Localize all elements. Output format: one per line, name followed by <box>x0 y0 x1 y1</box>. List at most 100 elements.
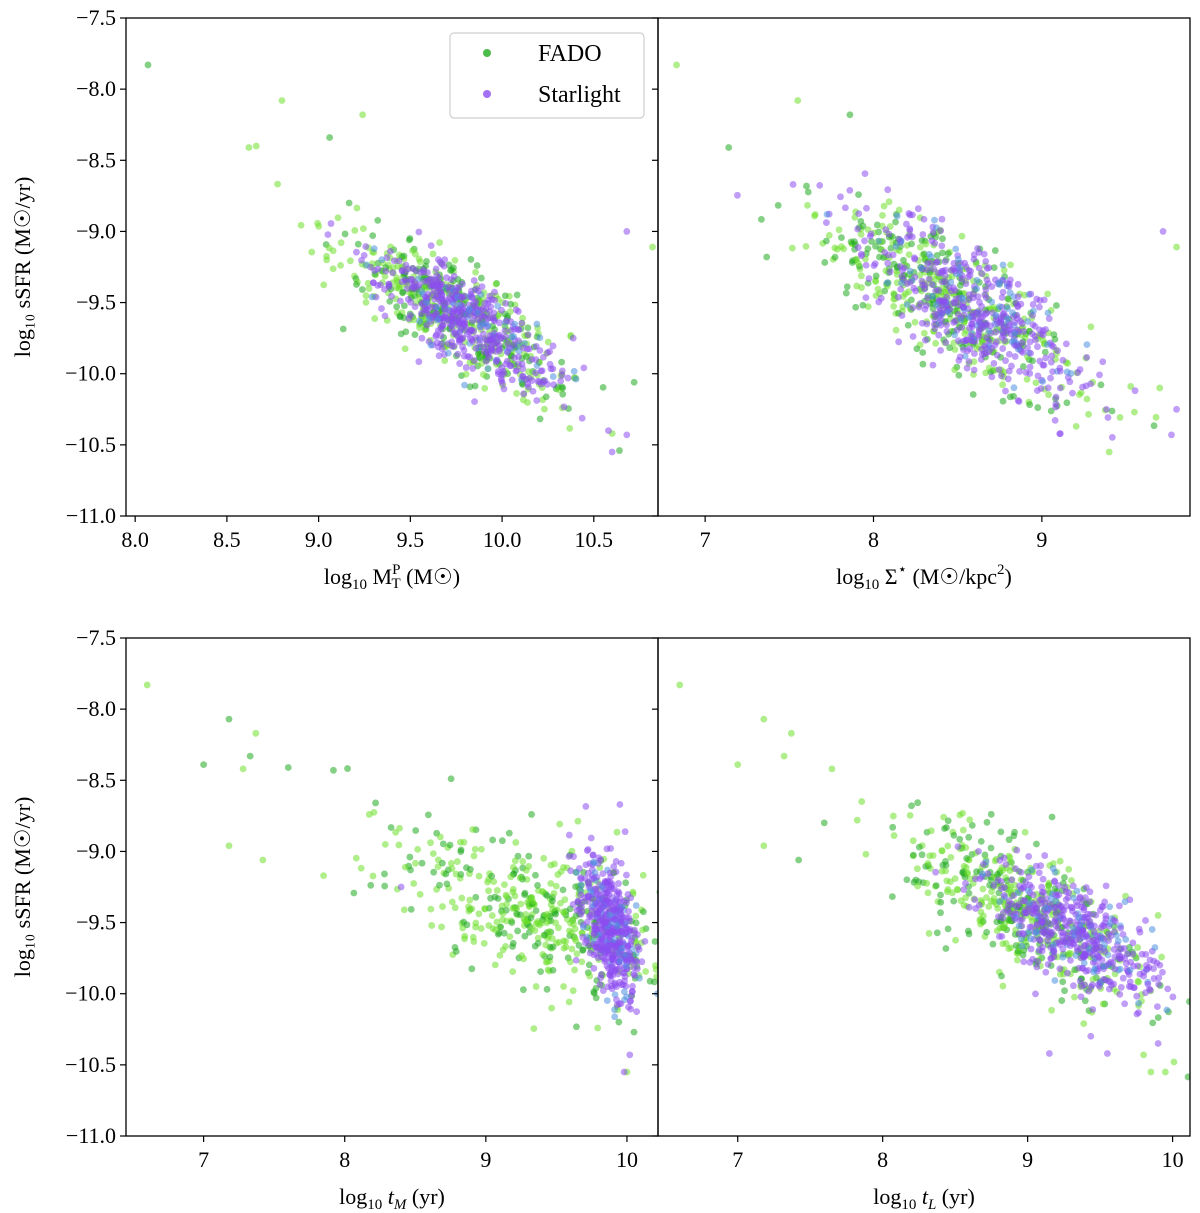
fado-point <box>713 1006 720 1013</box>
starlight-point <box>1026 899 1033 907</box>
fado-point <box>632 912 640 920</box>
fado-point <box>853 816 861 824</box>
fado-point <box>1001 924 1009 932</box>
starlight-point <box>362 243 370 250</box>
starlight-point <box>962 880 969 887</box>
fado-point <box>350 889 358 897</box>
starlight-point <box>1026 958 1034 966</box>
fado-point <box>758 215 765 223</box>
starlight-point <box>586 949 594 957</box>
starlight-point <box>1056 384 1064 392</box>
starlight-point <box>1052 903 1059 911</box>
fado-point <box>575 942 583 949</box>
starlight-point <box>368 293 376 301</box>
starlight-point <box>996 856 1004 864</box>
starlight-point <box>978 270 986 278</box>
starlight-point <box>1106 920 1114 928</box>
starlight-point <box>846 187 854 194</box>
fado-point <box>1034 404 1042 411</box>
fado-point <box>916 243 924 251</box>
starlight-point <box>961 352 969 360</box>
starlight-point <box>483 340 491 348</box>
fado-point <box>499 910 507 917</box>
fado-point <box>323 252 330 260</box>
fado-point <box>405 236 413 244</box>
fado-point <box>681 954 688 961</box>
starlight-point <box>966 345 974 353</box>
starlight-point <box>493 356 501 364</box>
starlight-point <box>968 323 976 331</box>
fado-point <box>908 240 915 248</box>
fado-point <box>951 366 959 374</box>
fado-point <box>1047 407 1055 415</box>
fado-point <box>1048 1006 1055 1014</box>
starlight-point <box>1126 978 1134 986</box>
fado-point <box>859 301 867 309</box>
fado-point <box>566 958 574 966</box>
starlight-point <box>862 294 870 302</box>
fado-point <box>887 244 895 252</box>
starlight-point <box>611 979 619 987</box>
starlight-point <box>1026 363 1034 371</box>
starlight-point <box>1056 364 1064 372</box>
starlight-point <box>1163 1006 1171 1014</box>
starlight-point <box>1054 924 1062 932</box>
fado-point <box>914 865 921 873</box>
fado-point <box>573 1023 580 1031</box>
starlight-point <box>505 344 513 352</box>
starlight-point <box>1033 963 1041 971</box>
starlight-point <box>1018 339 1026 347</box>
starlight-point <box>1028 923 1035 931</box>
fado-point <box>341 230 349 238</box>
panel-top-left: 8.0 8.5 9.0 9.5 10.0 10.5 −11.0 −10.5 −10.0 −9.5 −… <box>10 5 659 593</box>
starlight-point <box>1038 900 1045 908</box>
fado-point <box>436 833 444 841</box>
starlight-point <box>999 288 1007 296</box>
fado-point <box>911 318 919 326</box>
starlight-point <box>1064 931 1071 939</box>
starlight-point <box>1130 984 1138 991</box>
fado-point <box>468 965 476 973</box>
fado-point <box>365 811 373 818</box>
starlight-point <box>618 944 626 952</box>
axes-frame <box>657 17 1191 517</box>
starlight-point <box>937 321 945 329</box>
x-tick-label: 10 <box>616 1147 638 1172</box>
starlight-point <box>597 953 605 961</box>
starlight-point <box>519 372 527 380</box>
fado-point <box>284 764 292 771</box>
fado-point <box>586 972 594 980</box>
starlight-point <box>917 300 924 307</box>
starlight-point <box>906 278 914 286</box>
fado-point <box>519 858 527 865</box>
fado-point <box>532 983 540 990</box>
starlight-point <box>514 325 522 333</box>
starlight-point <box>395 257 403 265</box>
fado-point <box>357 864 365 872</box>
fado-point <box>278 97 286 104</box>
fado-point <box>649 243 656 251</box>
starlight-point <box>1020 909 1028 917</box>
fado-point <box>568 929 575 937</box>
fado-point <box>473 262 481 269</box>
fado-point <box>484 878 491 886</box>
fado-point <box>511 857 519 865</box>
starlight-point <box>1095 981 1102 988</box>
fado-point <box>571 966 578 974</box>
starlight-point <box>424 290 432 298</box>
starlight-point <box>1081 981 1089 989</box>
starlight-point <box>1142 917 1149 924</box>
fado-point <box>795 856 803 864</box>
starlight-point <box>480 348 488 356</box>
starlight-point <box>998 294 1006 301</box>
starlight-point <box>858 252 866 260</box>
fado-point <box>1006 882 1014 890</box>
starlight-point <box>938 242 946 250</box>
fado-point <box>566 425 574 432</box>
starlight-point <box>1037 862 1045 870</box>
fado-point <box>804 201 811 209</box>
starlight-point <box>625 907 632 915</box>
starlight-point <box>519 365 527 373</box>
fado-point <box>475 872 483 880</box>
starlight-point <box>1134 962 1142 970</box>
